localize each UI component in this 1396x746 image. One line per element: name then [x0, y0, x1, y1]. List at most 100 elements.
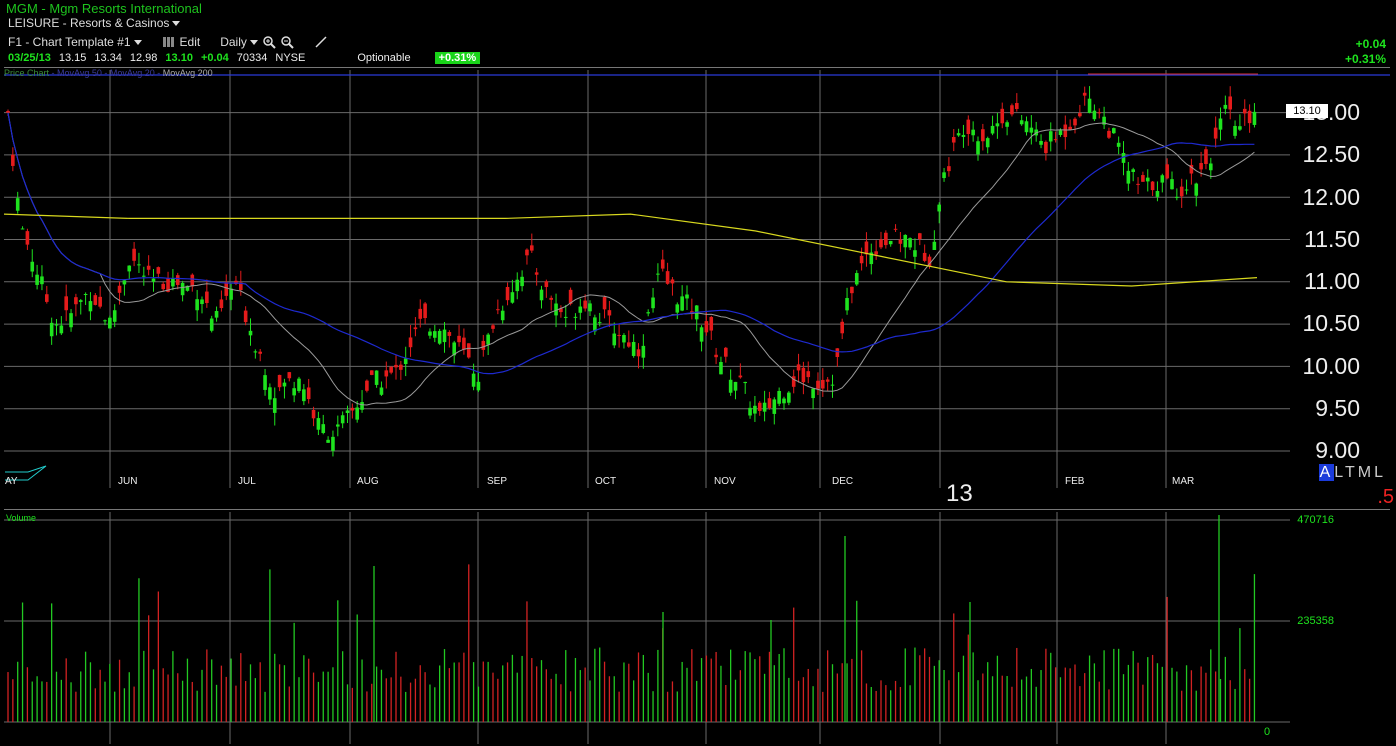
candle-body: [675, 304, 680, 313]
candle-body: [1063, 124, 1068, 138]
candle-body: [175, 275, 180, 285]
candle-body: [559, 308, 563, 313]
candle-body: [811, 388, 815, 399]
draw-line-icon[interactable]: [314, 35, 328, 49]
candle-body: [937, 204, 941, 212]
timeframe-button[interactable]: L: [1334, 464, 1345, 481]
month-label: NOV: [714, 476, 736, 487]
candle-body: [534, 272, 539, 275]
candle-body: [617, 334, 621, 336]
timeframe-button[interactable]: T: [1344, 464, 1358, 481]
candle-body: [98, 296, 102, 307]
candle-body: [845, 298, 849, 311]
timeframe-button[interactable]: L: [1374, 464, 1386, 481]
candle-body: [874, 251, 878, 255]
candle-body: [510, 292, 515, 303]
candle-body: [258, 351, 262, 354]
candle-body: [437, 330, 442, 344]
candle-body: [685, 294, 689, 299]
candle-body: [457, 335, 461, 343]
quote-bar: 03/25/13 13.15 13.34 12.98 13.10 +0.04 7…: [8, 52, 481, 64]
quote-change: +0.04: [200, 52, 229, 64]
candle-body: [1068, 126, 1072, 130]
candle-body: [491, 325, 495, 329]
candle-body: [1204, 149, 1208, 164]
candle-body: [728, 379, 733, 393]
candle-body: [239, 282, 243, 291]
candle-body: [462, 337, 466, 350]
candle-body: [64, 296, 68, 311]
timeframe-button[interactable]: M: [1357, 464, 1375, 481]
candle-body: [724, 347, 728, 357]
quote-last: 13.10: [165, 52, 193, 64]
candle-body: [806, 371, 811, 378]
candle-body: [433, 331, 437, 338]
candle-body: [530, 245, 534, 251]
candle-body: [835, 348, 840, 357]
zoom-out-icon[interactable]: [280, 35, 294, 49]
candle-body: [757, 402, 762, 411]
template-dropdown[interactable]: F1 - Chart Template #1: [8, 35, 142, 49]
candle-body: [1019, 120, 1024, 125]
candle-body: [1223, 104, 1228, 109]
candle-body: [1053, 139, 1058, 141]
period-label: Daily: [220, 35, 247, 49]
candle-body: [641, 345, 646, 358]
candle-body: [1189, 164, 1194, 174]
zoom-in-icon[interactable]: [262, 35, 276, 49]
candle-body: [1228, 96, 1232, 110]
candle-body: [525, 249, 529, 256]
candle-body: [345, 410, 350, 413]
change-pct: +0.31%: [1344, 52, 1386, 66]
month-label: AY: [5, 476, 18, 487]
legend-ma200: MovAvg 200: [162, 68, 213, 78]
candle-body: [505, 286, 510, 301]
candle-body: [922, 252, 927, 261]
candle-body: [30, 261, 35, 272]
candle-body: [224, 282, 229, 296]
chevron-down-icon: [249, 40, 258, 46]
chevron-down-icon: [133, 40, 142, 46]
optionable-label: Optionable: [357, 52, 411, 64]
edit-button[interactable]: Edit: [179, 35, 201, 49]
candle-body: [1058, 130, 1063, 135]
candle-body: [321, 424, 326, 433]
candle-body: [1247, 110, 1252, 124]
candle-body: [122, 280, 127, 285]
candle-body: [583, 300, 587, 309]
candle-body: [447, 332, 452, 336]
candle-body: [180, 282, 185, 296]
quote-exchange: NYSE: [275, 52, 306, 64]
candle-body: [6, 111, 10, 113]
legend-price: Price Chart: [4, 68, 50, 78]
ma20-line: [7, 112, 1255, 406]
candle-body: [665, 271, 670, 284]
quote-date: 03/25/13: [8, 52, 51, 64]
year-label: 13: [946, 480, 973, 507]
candle-body: [25, 231, 30, 245]
candle-body: [544, 281, 549, 287]
month-label: DEC: [832, 476, 854, 487]
candle-body: [733, 381, 738, 391]
candle-body: [35, 274, 39, 285]
candle-body: [20, 228, 25, 230]
candle-body: [243, 310, 248, 323]
candle-body: [209, 318, 214, 331]
month-label: AUG: [357, 476, 379, 487]
candle-body: [709, 317, 714, 331]
sector-dropdown[interactable]: LEISURE - Resorts & Casinos: [8, 16, 181, 30]
quote-volume: 70334: [236, 52, 268, 64]
candle-body: [185, 285, 190, 291]
period-dropdown[interactable]: Daily: [220, 35, 258, 49]
candle-body: [1029, 127, 1034, 133]
candle-body: [1141, 175, 1145, 182]
timeframe-all-button[interactable]: A: [1318, 464, 1335, 481]
candle-body: [942, 172, 946, 179]
candle-body: [389, 366, 393, 373]
candle-body: [59, 325, 64, 334]
candle-body: [399, 364, 403, 370]
quote-high: 13.34: [94, 52, 122, 64]
candle-body: [646, 312, 650, 314]
candle-body: [423, 303, 427, 319]
